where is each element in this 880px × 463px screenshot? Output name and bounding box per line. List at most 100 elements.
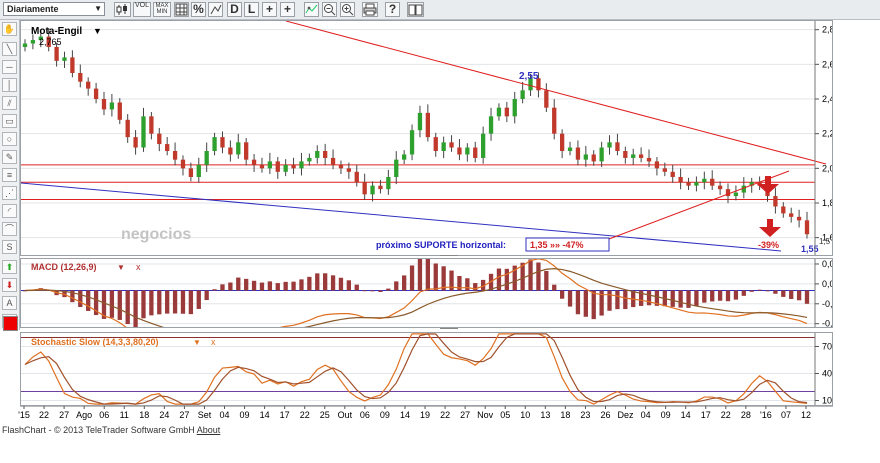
color-swatch[interactable] xyxy=(3,316,18,331)
macd-histogram-bar xyxy=(133,290,138,327)
crosshair2-button[interactable]: + xyxy=(280,2,295,17)
candle-body xyxy=(346,168,352,172)
zoom-out-button[interactable] xyxy=(322,2,337,17)
candle-body xyxy=(725,189,731,197)
arrow-down-icon[interactable]: ⬇ xyxy=(2,278,17,292)
candle-body xyxy=(133,137,138,148)
candle-body xyxy=(93,88,99,99)
interval-select[interactable]: Diariamente ▼ xyxy=(3,2,105,16)
x-tick-label: 22 xyxy=(300,410,310,420)
zoom-out-icon xyxy=(324,4,336,16)
candle-body xyxy=(473,147,478,158)
candle-body xyxy=(781,206,786,214)
candle-body xyxy=(773,196,778,207)
candle-body xyxy=(291,164,296,169)
percent-button[interactable]: % xyxy=(191,2,206,17)
pen-tool-icon[interactable]: ✎ xyxy=(2,150,17,164)
x-tick-label: 07 xyxy=(781,410,791,420)
x-tick-label: 09 xyxy=(380,410,390,420)
hand-tool-icon[interactable]: ✋ xyxy=(2,22,17,36)
stochastic-d-line xyxy=(24,333,808,405)
fib-fan-tool-icon[interactable]: ⋰ xyxy=(2,186,17,200)
book-icon xyxy=(408,4,423,16)
candle-body xyxy=(449,142,454,148)
candle-body xyxy=(488,116,494,134)
circle-tool-icon[interactable]: ○ xyxy=(2,132,17,146)
macd-histogram-bar xyxy=(354,284,359,291)
candle-body xyxy=(512,99,517,117)
print-button[interactable] xyxy=(362,2,378,17)
macd-histogram-bar xyxy=(244,278,249,291)
about-link[interactable]: About xyxy=(196,425,221,435)
macd-histogram-bar xyxy=(204,290,209,301)
macd-histogram-bar xyxy=(717,290,723,301)
x-tick-label: '15 xyxy=(18,410,30,420)
gann-tool-icon[interactable]: ⌒ xyxy=(2,222,17,236)
candle-body xyxy=(480,133,486,158)
candle-type-button[interactable] xyxy=(114,2,131,17)
candle-body xyxy=(22,43,28,47)
help-button[interactable]: ? xyxy=(385,2,400,17)
macd-histogram-bar xyxy=(378,290,383,292)
macd-histogram-bar xyxy=(433,263,438,291)
maxmin-button[interactable]: MAX MIN xyxy=(153,2,171,17)
chart-title-caret[interactable]: ▼ xyxy=(93,26,102,36)
stochastic-close-icon[interactable]: x xyxy=(211,337,216,347)
macd-histogram-bar xyxy=(196,290,201,309)
candle-body xyxy=(662,168,667,172)
macd-histogram-bar xyxy=(370,290,375,292)
macd-chart: MACD (12,26,9) ▼ x 0,0800 0,0200 -0,0400 -0… xyxy=(21,259,832,327)
candle-body xyxy=(196,164,201,177)
zoom-in-button[interactable] xyxy=(340,2,355,17)
candle-body xyxy=(631,154,636,158)
scale-button[interactable] xyxy=(208,2,223,17)
candle-body xyxy=(670,171,675,177)
speed-tool-icon[interactable]: S xyxy=(2,240,17,254)
macd-histogram-bar xyxy=(670,290,675,307)
macd-histogram-bar xyxy=(789,290,794,299)
indicator-button[interactable] xyxy=(304,2,319,17)
macd-y-tick-label: -0,0400 xyxy=(822,299,832,309)
candle-body xyxy=(394,159,399,177)
price-y-tick-label: 2,000 xyxy=(822,163,832,173)
hline-tool-icon[interactable]: ─ xyxy=(2,60,17,74)
x-tick-label: 23 xyxy=(580,410,590,420)
macd-close-icon[interactable]: x xyxy=(136,262,141,272)
candle-body xyxy=(220,137,225,148)
candle-body xyxy=(402,154,407,160)
candle-body xyxy=(251,159,257,165)
candle-body xyxy=(623,151,628,158)
macd-histogram-bar xyxy=(117,290,122,320)
price-panel: Mota-Engil ▼ 2,765 2,55 negocios próximo… xyxy=(20,20,833,256)
candle-body xyxy=(717,185,723,190)
candle-body xyxy=(101,99,107,110)
candle-body xyxy=(30,40,36,44)
arrow-up-icon[interactable]: ⬆ xyxy=(2,260,17,274)
arc-tool-icon[interactable]: ◜ xyxy=(2,204,17,218)
text-tool-icon[interactable]: A xyxy=(2,296,17,310)
stochastic-caret[interactable]: ▼ xyxy=(193,338,201,347)
crosshair-button[interactable]: + xyxy=(262,2,277,17)
candlestick-icon xyxy=(116,4,127,15)
grid-button[interactable] xyxy=(174,2,189,17)
macd-histogram-bar xyxy=(638,290,644,306)
candle-body xyxy=(710,178,715,186)
vline-tool-icon[interactable]: │ xyxy=(2,78,17,92)
x-tick-label: 05 xyxy=(500,410,510,420)
volume-button[interactable]: VOL xyxy=(133,2,151,17)
macd-caret[interactable]: ▼ xyxy=(117,263,125,272)
draw-l-button[interactable]: L xyxy=(244,2,259,17)
macd-histogram-bar xyxy=(346,280,352,291)
fibonacci-tool-icon[interactable]: ≡ xyxy=(2,168,17,182)
channel-tool-icon[interactable]: ⫽ xyxy=(2,96,17,110)
macd-histogram-bar xyxy=(741,290,746,296)
x-tick-label: 25 xyxy=(320,410,330,420)
rectangle-tool-icon[interactable]: ▭ xyxy=(2,114,17,128)
book-button[interactable] xyxy=(407,2,424,17)
candle-body xyxy=(307,157,312,162)
draw-d-button[interactable]: D xyxy=(227,2,242,17)
macd-histogram-bar xyxy=(599,290,604,316)
macd-histogram-bar xyxy=(694,290,699,306)
line-tool-icon[interactable]: ╲ xyxy=(2,42,17,56)
macd-histogram-bar xyxy=(362,290,367,292)
